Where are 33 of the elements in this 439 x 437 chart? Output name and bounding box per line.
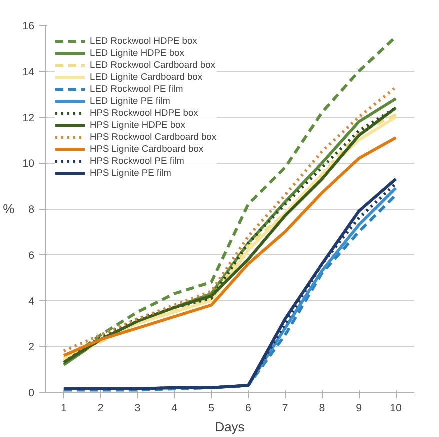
legend-label: HPS Lignite HDPE box	[90, 119, 186, 131]
legend-label: LED Lignite PE film	[90, 95, 170, 107]
y-tick-label: 16	[22, 20, 35, 32]
legend-label: LED Lignite Cardboard box	[90, 71, 203, 83]
x-tick-label: 7	[282, 402, 288, 414]
x-tick-label: 10	[390, 402, 402, 414]
x-axis-title: Days	[215, 420, 246, 434]
x-tick-label: 1	[60, 402, 67, 414]
y-tick-label: 6	[28, 250, 35, 262]
legend-label: HPS Rockwool HDPE box	[90, 107, 198, 119]
y-tick-label: 8	[28, 204, 35, 216]
x-tick-label: 3	[134, 402, 141, 414]
y-tick-label: 12	[22, 112, 35, 124]
x-tick-label: 2	[98, 402, 104, 414]
x-tick-label: 9	[356, 402, 362, 414]
legend-label: HPS Rockwool Cardboard box	[90, 131, 217, 143]
x-tick-label: 8	[319, 402, 326, 414]
y-tick-label: 0	[28, 388, 35, 400]
legend-label: HPS Rockwool PE film	[90, 155, 184, 167]
x-tick-label: 5	[208, 402, 215, 414]
legend-label: HPS Lignite Cardboard box	[90, 143, 204, 155]
legend-label: LED Rockwool PE film	[90, 83, 184, 95]
y-tick-label: 4	[28, 296, 35, 308]
legend-label: LED Rockwool Cardboard box	[90, 59, 216, 71]
y-tick-label: 2	[28, 342, 35, 354]
x-tick-label: 6	[245, 402, 252, 414]
legend-label: LED Lignite HDPE box	[90, 47, 184, 59]
x-tick-label: 4	[172, 402, 178, 414]
legend-label: LED Rockwool HDPE box	[90, 35, 198, 47]
y-axis-title: %	[3, 202, 16, 216]
y-tick-label: 14	[22, 66, 35, 78]
y-tick-label: 10	[22, 158, 35, 170]
legend-label: HPS Lignite PE film	[90, 167, 172, 179]
